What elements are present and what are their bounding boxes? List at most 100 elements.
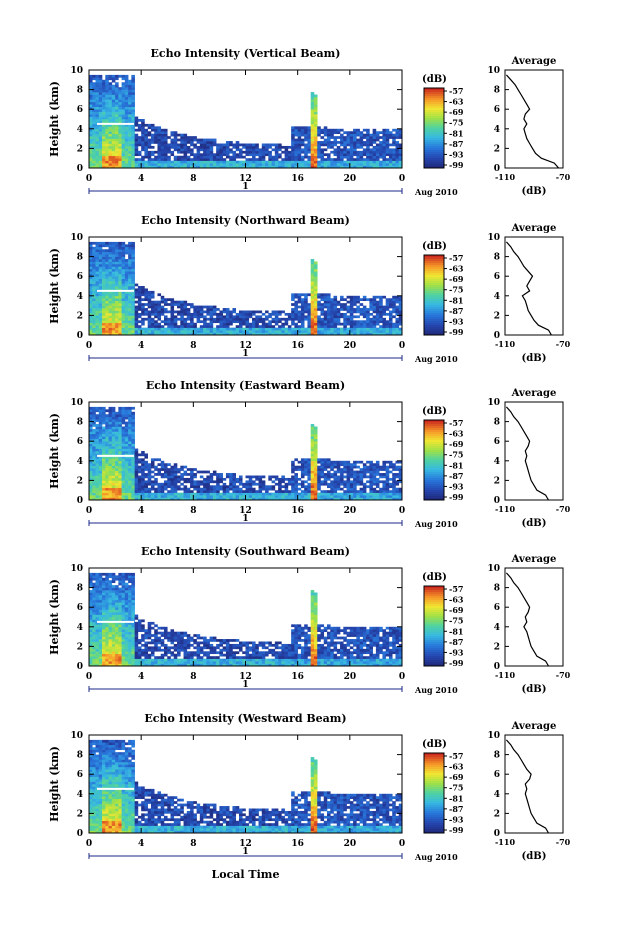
- heatmap-cell: [206, 332, 210, 336]
- heatmap-cell: [144, 128, 148, 132]
- heatmap-cell: [388, 317, 393, 321]
- heatmap-cell: [98, 133, 103, 137]
- heatmap-cell: [89, 84, 93, 88]
- heatmap-cell: [216, 312, 220, 316]
- heatmap-cell: [111, 256, 116, 260]
- colorbar-swatch: [424, 271, 444, 274]
- heatmap-cell: [95, 455, 100, 459]
- heatmap-cell: [154, 315, 158, 319]
- colorbar-swatch: [424, 422, 444, 425]
- heatmap-cell: [330, 160, 334, 164]
- heatmap-cell: [128, 310, 132, 314]
- heatmap-cell: [105, 131, 109, 134]
- heatmap-cell: [313, 119, 318, 122]
- heatmap-cell: [203, 143, 207, 147]
- heatmap-cell: [147, 465, 152, 469]
- heatmap-cell: [245, 327, 250, 331]
- heatmap-cell: [359, 138, 364, 142]
- heatmap-cell: [118, 163, 122, 166]
- heatmap-cell: [147, 303, 152, 306]
- heatmap-cell: [89, 441, 93, 444]
- heatmap-cell: [186, 480, 191, 484]
- heatmap-cell: [147, 332, 152, 336]
- heatmap-cell: [128, 109, 132, 112]
- heatmap-cell: [222, 487, 227, 491]
- heatmap-cell: [238, 322, 243, 326]
- heatmap-cell: [294, 155, 298, 159]
- heatmap-cell: [105, 419, 109, 422]
- heatmap-cell: [366, 163, 370, 166]
- heatmap-cell: [108, 436, 113, 440]
- heatmap-cell: [362, 315, 367, 319]
- heatmap-cell: [238, 475, 243, 479]
- heatmap-cell: [108, 96, 113, 100]
- heatmap-cell: [157, 317, 162, 321]
- heatmap-cell: [379, 295, 383, 299]
- heatmap-cell: [115, 163, 119, 166]
- heatmap-cell: [258, 332, 263, 336]
- heatmap-cell: [248, 480, 253, 484]
- heatmap-cell: [323, 305, 328, 309]
- colorbar-swatch: [424, 428, 444, 431]
- heatmap-cell: [105, 278, 109, 282]
- heatmap-cell: [258, 492, 263, 496]
- heatmap-cell: [333, 475, 338, 479]
- heatmap-cell: [92, 92, 96, 95]
- heatmap-cell: [95, 131, 100, 134]
- heatmap-cell: [209, 163, 214, 166]
- heatmap-cell: [115, 104, 119, 108]
- heatmap-cell: [180, 141, 184, 144]
- heatmap-cell: [333, 143, 338, 147]
- heatmap-cell: [108, 441, 113, 444]
- heatmap-cell: [199, 320, 204, 324]
- heatmap-cell: [346, 490, 351, 493]
- heatmap-cell: [124, 428, 129, 432]
- heatmap-cell: [111, 104, 116, 108]
- heatmap-cell: [310, 453, 315, 457]
- heatmap-cell: [219, 480, 223, 484]
- heatmap-cell: [238, 310, 243, 314]
- heatmap-cell: [163, 138, 168, 142]
- heatmap-cell: [395, 300, 400, 304]
- heatmap-cell: [323, 460, 328, 464]
- heatmap-cell: [375, 492, 380, 496]
- heatmap-cell: [144, 150, 148, 154]
- colorbar-swatch: [424, 460, 444, 463]
- heatmap-cell: [105, 487, 109, 491]
- heatmap-cell: [108, 256, 113, 260]
- heatmap-cell: [147, 141, 152, 144]
- heatmap-cell: [310, 490, 315, 493]
- heatmap-cell: [392, 141, 396, 144]
- heatmap-cell: [271, 485, 276, 489]
- colorbar-tick-label: -87: [449, 306, 463, 316]
- heatmap-cell: [310, 268, 315, 272]
- heatmap-cell: [258, 497, 263, 501]
- heatmap-cell: [203, 155, 207, 159]
- heatmap-cell: [284, 495, 289, 498]
- heatmap-cell: [190, 485, 194, 489]
- heatmap-cell: [134, 153, 139, 157]
- heatmap-cell: [115, 128, 119, 132]
- heatmap-cell: [157, 155, 162, 159]
- heatmap-cell: [121, 411, 126, 415]
- heatmap-cell: [131, 497, 135, 501]
- heatmap-cell: [89, 155, 93, 159]
- heatmap-cell: [173, 158, 178, 161]
- heatmap-cell: [118, 433, 122, 437]
- heatmap-cell: [128, 259, 132, 262]
- heatmap-cell: [102, 411, 106, 415]
- heatmap-cell: [95, 106, 100, 110]
- heatmap-cell: [95, 109, 100, 112]
- heatmap-cell: [141, 308, 145, 311]
- heatmap-cell: [137, 453, 142, 457]
- heatmap-cell: [89, 330, 93, 333]
- heatmap-cell: [229, 482, 233, 486]
- heatmap-cell: [163, 141, 168, 144]
- heatmap-cell: [304, 163, 308, 166]
- heatmap-cell: [252, 145, 256, 149]
- heatmap-cell: [398, 332, 403, 336]
- heatmap-cell: [382, 487, 386, 491]
- heatmap-cell: [105, 89, 109, 93]
- heatmap-cell: [349, 131, 354, 134]
- heatmap-cell: [310, 278, 315, 282]
